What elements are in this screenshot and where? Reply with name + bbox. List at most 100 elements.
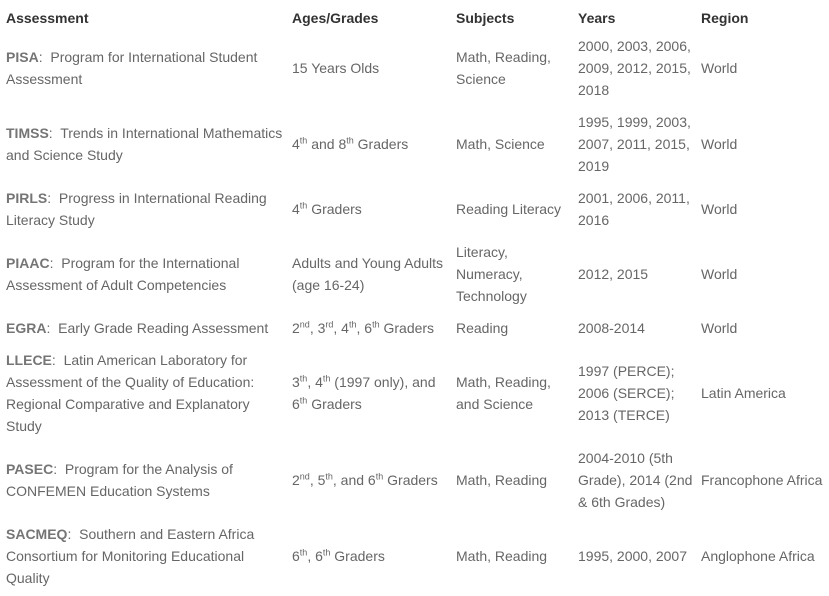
ordinal-suffix: th (346, 135, 354, 146)
subjects-cell: Math, Science (456, 136, 545, 152)
assessment-name: Program for the International Assessment… (6, 255, 240, 293)
ages-cell: 4th Graders (286, 182, 450, 236)
subjects-cell: Reading Literacy (456, 201, 562, 217)
assessment-abbr: EGRA (6, 320, 47, 336)
assessment-cell: LLECE: Latin American Laboratory for Ass… (6, 352, 255, 434)
assessment-cell: SACMEQ: Southern and Eastern Africa Cons… (6, 526, 255, 586)
table-row: EGRA: Early Grade Reading Assessment 2nd… (0, 312, 829, 344)
ages-cell: 2nd, 3rd, 4th, 6th Graders (286, 312, 450, 344)
years-cell: 1995, 1999, 2003, 2007, 2011, 2015, 2019 (578, 114, 691, 174)
years-cell: 1997 (PERCE); 2006 (SERCE); 2013 (TERCE) (578, 363, 675, 423)
ages-text: 2 (292, 472, 300, 488)
assessment-name: Southern and Eastern Africa Consortium f… (6, 526, 255, 586)
ordinal-suffix: th (348, 319, 357, 330)
ages-text: , 6 (307, 548, 323, 564)
subjects-cell: Math, Reading, and Science (456, 374, 551, 412)
ages-text: Graders (383, 472, 438, 488)
ordinal-suffix: th (322, 547, 331, 558)
assessment-cell: PISA: Program for International Student … (6, 49, 258, 87)
table-row: PIAAC: Program for the International Ass… (0, 236, 829, 312)
ages-text: (1997 only), and 6 (292, 374, 436, 412)
region-cell: World (701, 266, 738, 282)
ages-text: 4 (292, 136, 300, 152)
ages-cell: 6th, 6th Graders (286, 518, 450, 594)
ordinal-suffix: th (322, 373, 331, 384)
subjects-cell: Literacy, Numeracy, Technology (456, 244, 527, 304)
region-cell: World (701, 320, 738, 336)
assessment-name: Latin American Laboratory for Assessment… (6, 352, 255, 434)
ordinal-suffix: th (325, 471, 333, 482)
ages-text: Graders (379, 320, 435, 336)
ages-cell: Adults and Young Adults (age 16-24) (286, 236, 450, 312)
ages-text: Graders (330, 548, 385, 564)
header-region: Region (701, 10, 749, 26)
ages-cell: 4th and 8th Graders (286, 106, 450, 182)
ordinal-suffix: th (299, 547, 308, 558)
years-cell: 2001, 2006, 2011, 2016 (578, 190, 690, 228)
subjects-cell: Math, Reading (456, 472, 548, 488)
table-row: SACMEQ: Southern and Eastern Africa Cons… (0, 518, 829, 594)
assessment-abbr: PASEC (6, 461, 54, 477)
ordinal-suffix: nd (299, 471, 310, 482)
years-cell: 1995, 2000, 2007 (578, 548, 687, 564)
ordinal-suffix: th (372, 319, 380, 330)
ages-text: , and 6 (332, 472, 376, 488)
ordinal-suffix: rd (325, 319, 334, 330)
subjects-cell: Math, Reading, Science (456, 49, 551, 87)
ages-text: and 8 (307, 136, 347, 152)
region-cell: Latin America (701, 385, 786, 401)
ordinal-suffix: th (299, 373, 308, 384)
assessment-cell: PIRLS: Progress in International Reading… (6, 190, 267, 228)
assessment-abbr: PISA (6, 49, 39, 65)
region-cell: World (701, 60, 738, 76)
assessment-abbr: SACMEQ (6, 526, 68, 542)
ages-text: 2 (292, 320, 300, 336)
years-cell: 2008-2014 (578, 320, 645, 336)
table-row: PIRLS: Progress in International Reading… (0, 182, 829, 236)
assessment-cell: EGRA: Early Grade Reading Assessment (6, 320, 269, 336)
ages-cell: 2nd, 5th, and 6th Graders (286, 442, 450, 518)
region-cell: Francophone Africa (701, 472, 823, 488)
header-years: Years (578, 10, 616, 26)
ages-text: , 5 (309, 472, 326, 488)
ages-text: Adults and Young Adults (age 16-24) (292, 255, 444, 293)
header-ages-grades: Ages/Grades (292, 10, 379, 26)
assessment-cell: PIAAC: Program for the International Ass… (6, 255, 240, 293)
subjects-cell: Reading (456, 320, 509, 336)
region-cell: World (701, 201, 738, 217)
region-cell: World (701, 136, 738, 152)
ordinal-suffix: th (375, 471, 384, 482)
ages-text: , 6 (356, 320, 373, 336)
ages-cell: 3th, 4th (1997 only), and 6th Graders (286, 344, 450, 442)
assessment-name: Program for International Student Assess… (6, 49, 258, 87)
assessment-cell: TIMSS: Trends in International Mathemati… (6, 125, 283, 163)
years-cell: 2000, 2003, 2006, 2009, 2012, 2015, 2018 (578, 38, 691, 98)
region-cell: Anglophone Africa (701, 548, 815, 564)
header-subjects: Subjects (456, 10, 515, 26)
table-row: PASEC: Program for the Analysis of CONFE… (0, 442, 829, 518)
ordinal-suffix: th (299, 395, 308, 406)
ages-text: 15 Years Olds (292, 60, 380, 76)
ages-text: 3 (292, 374, 300, 390)
ages-text: Graders (307, 201, 362, 217)
ordinal-suffix: th (299, 135, 308, 146)
table-row: LLECE: Latin American Laboratory for Ass… (0, 344, 829, 442)
ages-text: 4 (292, 201, 300, 217)
assessment-abbr: LLECE (6, 352, 52, 368)
assessment-name: Trends in International Mathematics and … (6, 125, 283, 163)
assessment-name: Early Grade Reading Assessment (58, 320, 269, 336)
ordinal-suffix: nd (299, 319, 310, 330)
subjects-cell: Math, Reading (456, 548, 548, 564)
ages-text: , 3 (309, 320, 326, 336)
assessment-cell: PASEC: Program for the Analysis of CONFE… (6, 461, 233, 499)
assessment-abbr: PIAAC (6, 255, 50, 271)
table-row: PISA: Program for International Student … (0, 30, 829, 106)
assessment-abbr: TIMSS (6, 125, 49, 141)
table-row: TIMSS: Trends in International Mathemati… (0, 106, 829, 182)
ages-text: , 4 (333, 320, 349, 336)
header-row: Assessment Ages/Grades Subjects Years Re… (0, 0, 829, 30)
header-assessment: Assessment (6, 10, 89, 26)
ages-text: Graders (353, 136, 409, 152)
ages-text: , 4 (307, 374, 323, 390)
